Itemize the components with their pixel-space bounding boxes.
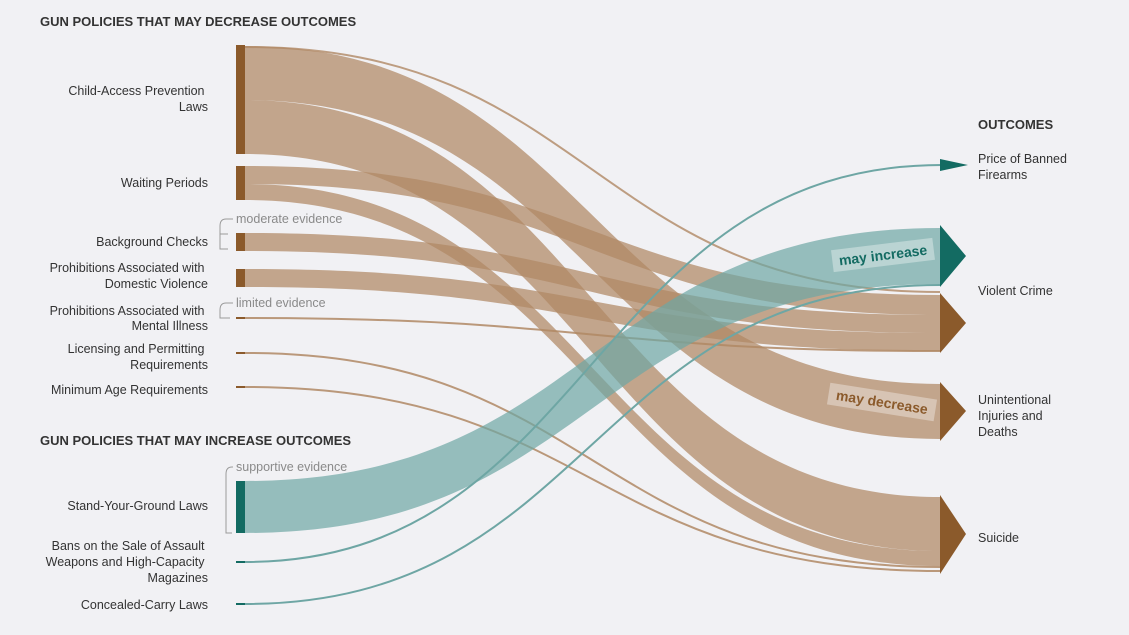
outcome-label-line: Unintentional — [978, 393, 1051, 407]
policy-label-concealed: Concealed-Carry Laws — [81, 598, 208, 612]
policy-label-domestic: Prohibitions Associated with Domestic Vi… — [50, 261, 208, 291]
suicide-arrow-icon — [940, 495, 966, 574]
evidence-limited: limited evidence — [219, 296, 326, 319]
unintentional-arrow-icon — [940, 382, 966, 441]
flow-min-age-to-suicide — [244, 386, 941, 572]
policy-label-line: Laws — [179, 100, 208, 114]
flow-assault-ban-to-price — [244, 164, 943, 563]
policy-label-line: Requirements — [130, 358, 208, 372]
node-min-age — [236, 386, 245, 388]
policy-label-mental: Prohibitions Associated with Mental Illn… — [50, 304, 208, 333]
node-child-access — [236, 45, 245, 154]
outcome-label-line: Firearms — [978, 168, 1027, 182]
outcome-node-layer — [940, 159, 968, 574]
outcome-label-line: Suicide — [978, 531, 1019, 545]
policy-label-licensing: Licensing and Permitting Requirements — [68, 342, 208, 372]
flow-layer — [244, 46, 943, 605]
policy-label-line: Concealed-Carry Laws — [81, 598, 208, 612]
policy-label-line: Stand-Your-Ground Laws — [67, 499, 208, 513]
policy-label-line: Minimum Age Requirements — [51, 383, 208, 397]
policy-label-line: Waiting Periods — [121, 176, 208, 190]
outcome-label-unintentional: Unintentional Injuries and Deaths — [978, 393, 1054, 439]
policy-label-child-access: Child-Access Prevention Laws — [68, 84, 208, 114]
policy-label-line: Child-Access Prevention — [68, 84, 204, 98]
node-waiting — [236, 166, 245, 200]
outcome-label-violent: Violent Crime — [978, 284, 1053, 298]
node-concealed — [236, 603, 245, 605]
flow-waiting-to-violent — [245, 166, 940, 315]
outcome-label-price: Price of Banned Firearms — [978, 152, 1070, 182]
evidence-supportive: supportive evidence — [225, 460, 347, 534]
supportive-evidence-label: supportive evidence — [236, 460, 347, 474]
increase-section-title: GUN POLICIES THAT MAY INCREASE OUTCOMES — [40, 433, 351, 448]
ribbon-label-increase: may increase — [831, 237, 935, 273]
policy-label-line: Prohibitions Associated with — [50, 261, 205, 275]
outcome-label-line: Price of Banned — [978, 152, 1067, 166]
policy-label-line: Mental Illness — [132, 319, 208, 333]
policy-label-line: Domestic Violence — [105, 277, 208, 291]
price-arrow-icon — [940, 159, 968, 171]
outcomes-section-title: OUTCOMES — [978, 117, 1053, 132]
outcome-label-suicide: Suicide — [978, 531, 1019, 545]
policy-label-waiting: Waiting Periods — [121, 176, 208, 190]
node-syg — [236, 481, 245, 533]
outcome-label-line: Injuries and — [978, 409, 1043, 423]
policy-label-layer: Child-Access Prevention Laws Waiting Per… — [46, 84, 208, 612]
policy-label-background: Background Checks — [96, 235, 208, 249]
limited-evidence-label: limited evidence — [236, 296, 326, 310]
flow-child-access-to-suicide — [245, 100, 940, 551]
flow-concealed-to-violent — [244, 284, 941, 605]
policy-label-line: Background Checks — [96, 235, 208, 249]
outcome-label-line: Deaths — [978, 425, 1018, 439]
node-background — [236, 233, 245, 251]
outcome-label-layer: Price of Banned Firearms Violent Crime U… — [978, 152, 1070, 545]
policy-label-syg: Stand-Your-Ground Laws — [67, 499, 208, 513]
limited-evidence-bracket — [219, 302, 233, 319]
source-node-layer — [236, 45, 245, 605]
policy-label-line: Prohibitions Associated with — [50, 304, 205, 318]
policy-label-min-age: Minimum Age Requirements — [51, 383, 208, 397]
node-mental — [236, 317, 245, 319]
flow-mental-to-violent — [244, 317, 941, 352]
node-domestic — [236, 269, 245, 287]
node-licensing — [236, 352, 245, 354]
policy-label-line: Licensing and Permitting — [68, 342, 205, 356]
node-assault-ban — [236, 561, 245, 563]
moderate-evidence-label: moderate evidence — [236, 212, 342, 226]
flow-syg-to-violent — [245, 228, 940, 533]
decrease-section-title: GUN POLICIES THAT MAY DECREASE OUTCOMES — [40, 14, 356, 29]
moderate-evidence-bracket — [219, 218, 233, 250]
violent-decrease-arrow-icon — [940, 293, 966, 353]
policy-label-line: Bans on the Sale of Assault — [52, 539, 205, 553]
policy-label-line: Weapons and High-Capacity — [46, 555, 206, 569]
outcome-label-line: Violent Crime — [978, 284, 1053, 298]
violent-increase-arrow-icon — [940, 225, 966, 287]
policy-label-line: Magazines — [148, 571, 208, 585]
policy-label-assault-ban: Bans on the Sale of Assault Weapons and … — [46, 539, 208, 585]
evidence-moderate: moderate evidence — [219, 212, 342, 250]
supportive-evidence-bracket — [225, 466, 233, 534]
flow-domestic-to-violent — [245, 269, 940, 351]
flow-licensing-to-suicide — [244, 352, 941, 568]
